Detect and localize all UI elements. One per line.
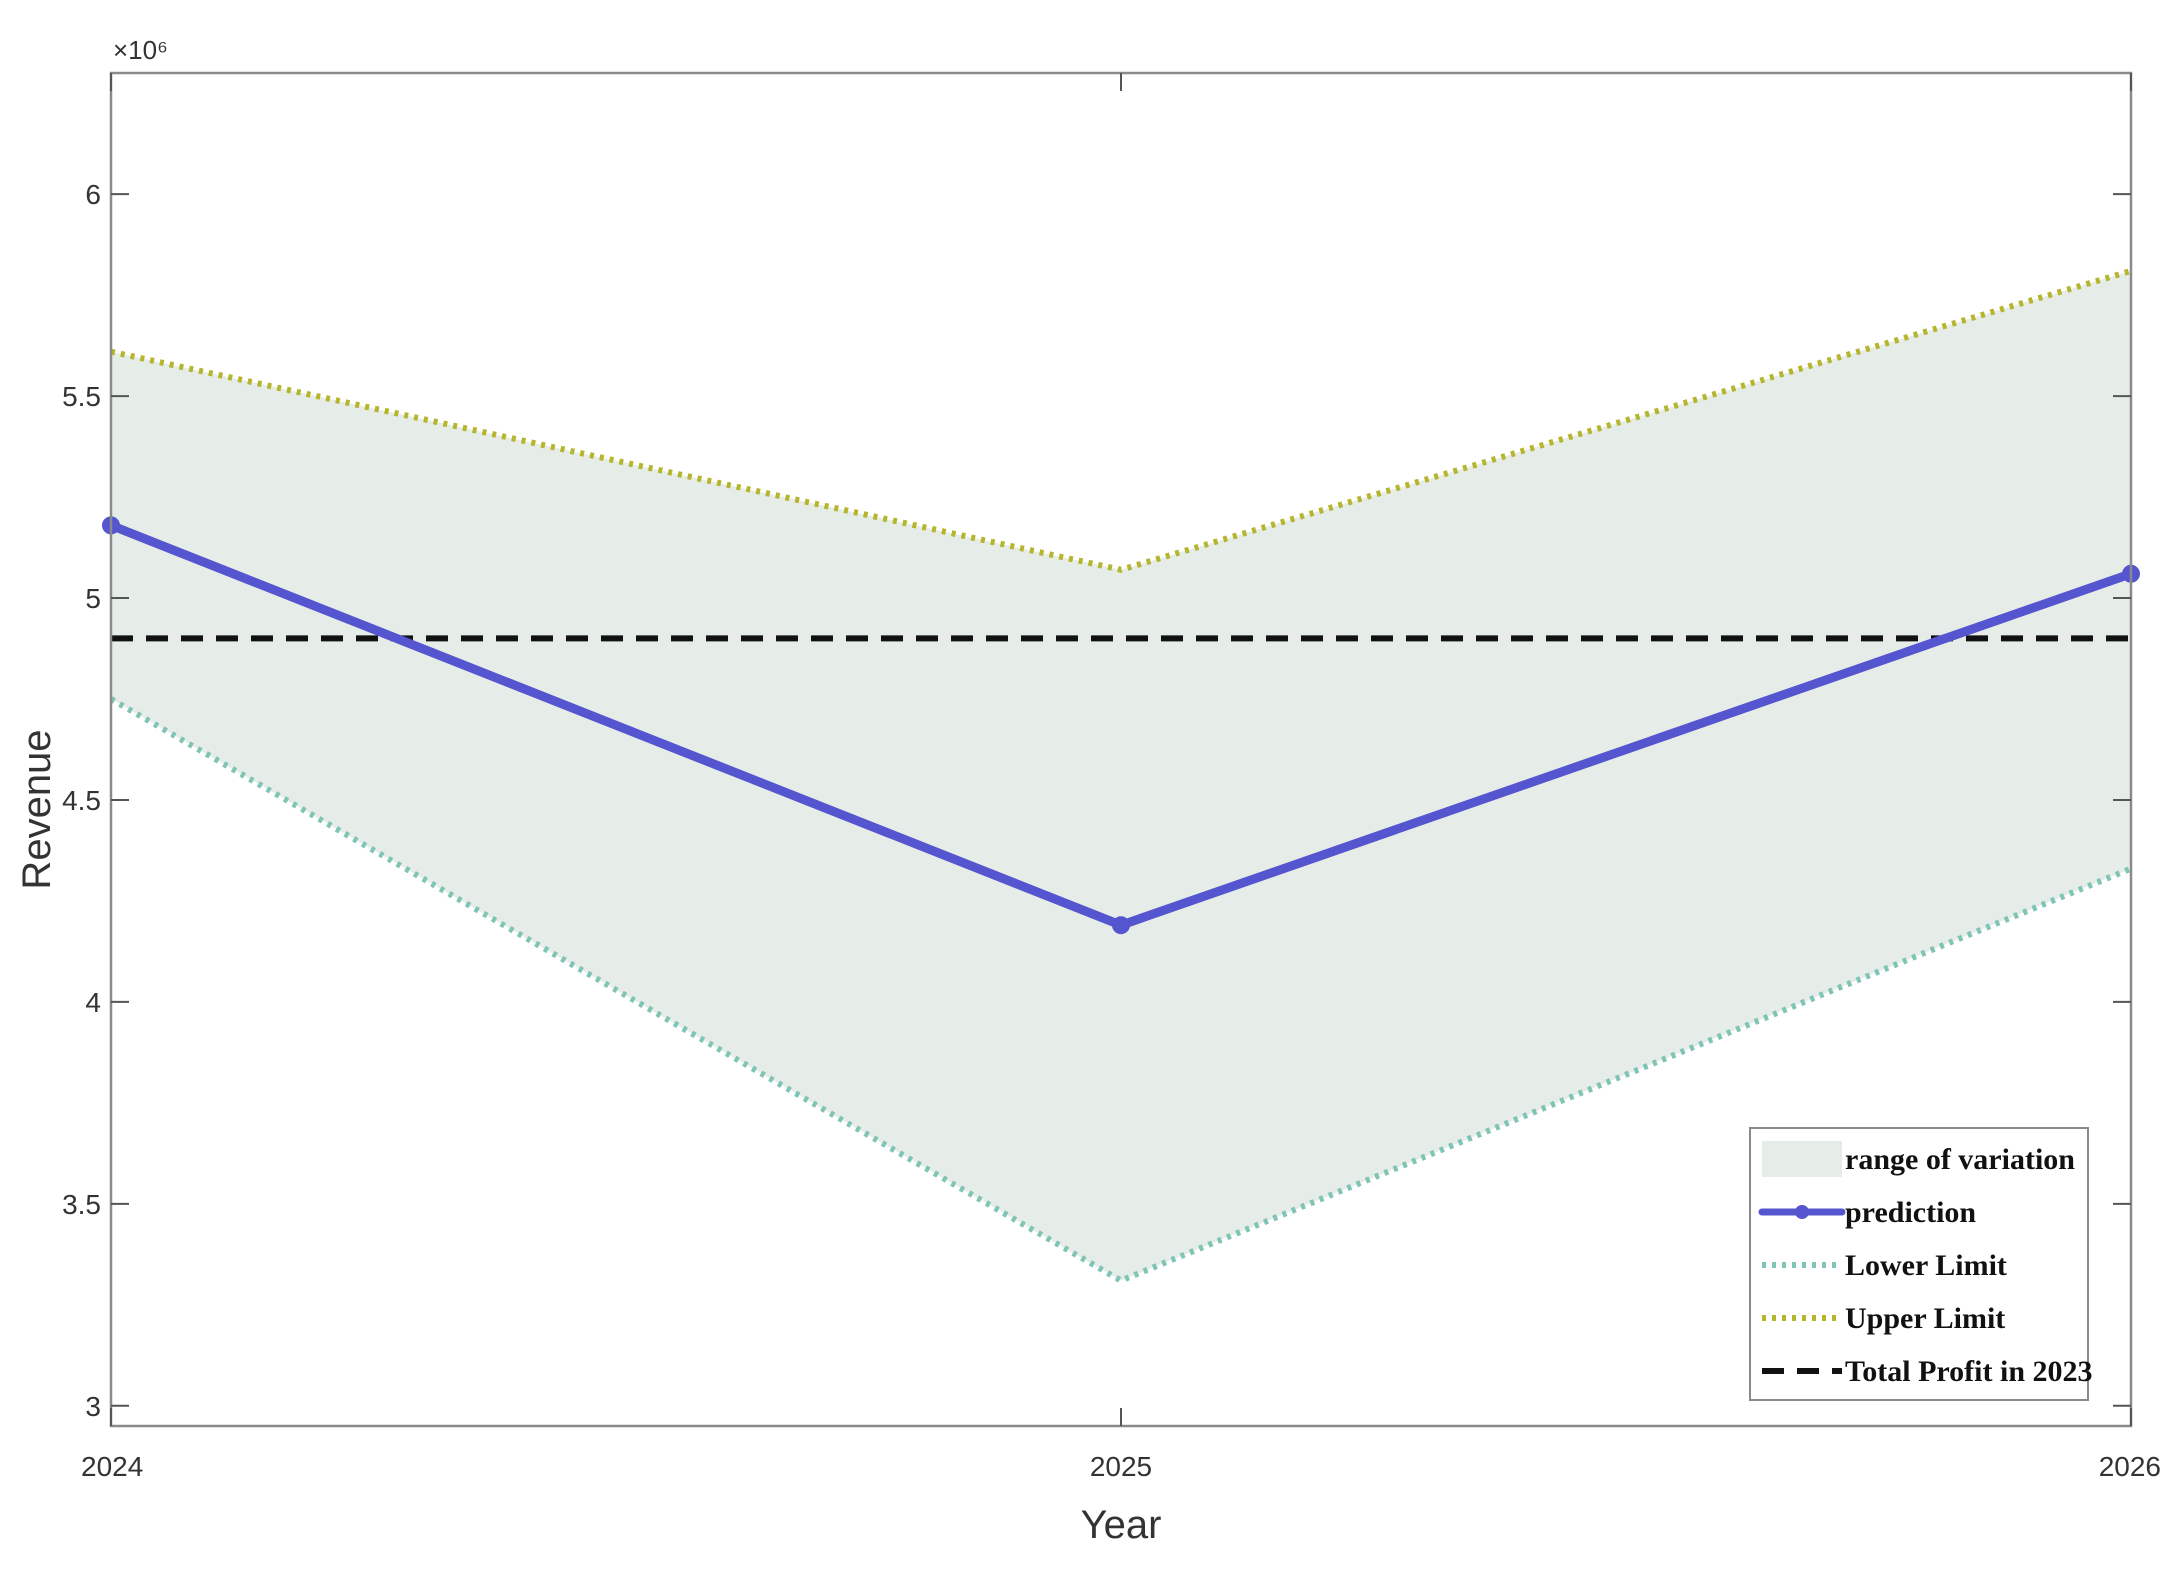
x-tick-label: 2024 <box>81 1451 143 1482</box>
y-tick-label: 4.5 <box>62 785 101 816</box>
x-axis-title: Year <box>1081 1503 1162 1547</box>
legend-marker-prediction <box>1795 1205 1809 1219</box>
series-layer <box>102 268 2140 1284</box>
legend: range of variation prediction Lower Limit U… <box>1749 1127 2093 1401</box>
legend-label-total-profit-in-2023: Total Profit in 2023 <box>1845 1355 2093 1388</box>
y-axis-title: Revenue <box>15 729 59 889</box>
y-tick-label: 4 <box>85 987 101 1018</box>
legend-label-range-of-variation: range of variation <box>1845 1143 2075 1176</box>
y-exponent-label: ×10⁶ <box>113 35 168 65</box>
x-tick-label: 2025 <box>1090 1451 1152 1482</box>
series-line-lower-limit <box>109 696 2133 1284</box>
y-tick-label: 3.5 <box>62 1189 101 1220</box>
variation-band <box>111 270 2131 1281</box>
y-tick-label: 3 <box>85 1391 101 1422</box>
y-tick-label: 5.5 <box>62 381 101 412</box>
x-tick-label: 2026 <box>2099 1451 2161 1482</box>
legend-swatch-range-of-variation <box>1762 1141 1842 1177</box>
y-tick-label: 5 <box>85 583 101 614</box>
series-line-upper-limit <box>110 268 2132 573</box>
data-point-prediction <box>1112 916 1130 935</box>
legend-label-prediction: prediction <box>1845 1196 1976 1229</box>
legend-label-lower-limit: Lower Limit <box>1845 1249 2007 1282</box>
y-tick-label: 6 <box>85 179 101 210</box>
band-layer <box>111 270 2131 1281</box>
tick-layer: 3 3.5 4 4.5 5 5.5 6 2024 2025 2026 <box>62 73 2161 1482</box>
legend-label-upper-limit: Upper Limit <box>1845 1302 2005 1335</box>
